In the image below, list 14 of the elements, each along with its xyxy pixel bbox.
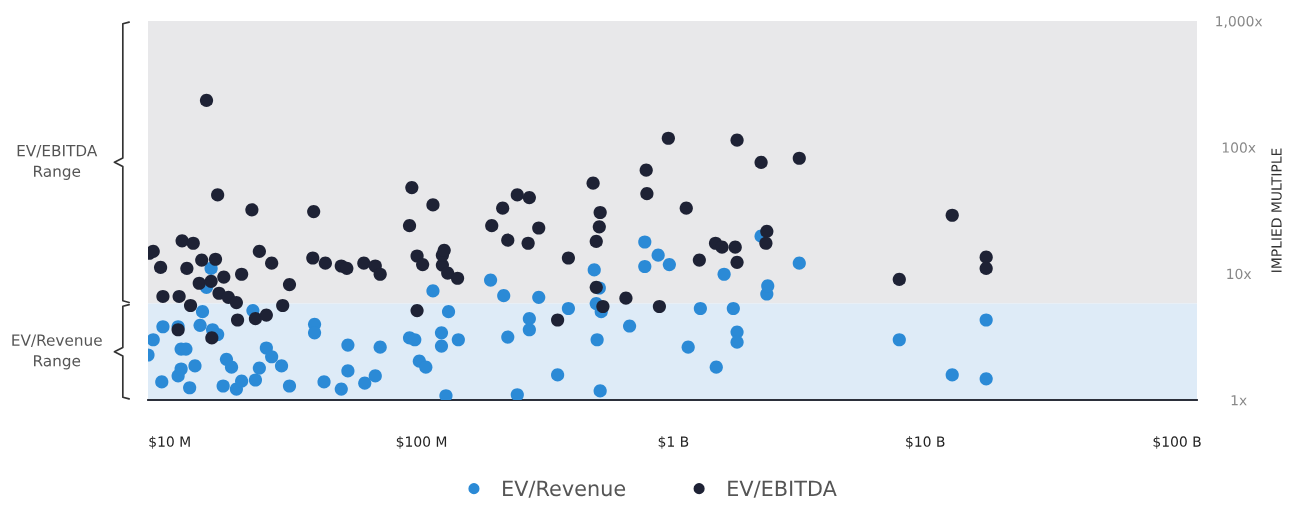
legend-label: EV/Revenue bbox=[503, 480, 626, 498]
y-tick-label: 10x bbox=[1227, 268, 1252, 280]
x-tick-label: $100 B bbox=[1153, 436, 1201, 449]
x-tick-label: $10 M bbox=[149, 436, 190, 449]
text: EV/EBITDA Range bbox=[17, 145, 98, 180]
legend-label: EV/EBITDA bbox=[728, 480, 837, 498]
x-tick-label: $1 B bbox=[658, 436, 689, 449]
y-tick-label: 100x bbox=[1222, 142, 1256, 153]
y-tick-label: 1,000x bbox=[1216, 15, 1263, 28]
text: EV/Revenue Range bbox=[12, 334, 102, 370]
y-axis-title: IMPLIED MULTIPLE bbox=[1271, 148, 1282, 272]
y-tick-label: 1x bbox=[1231, 395, 1247, 406]
x-tick-label: $10 B bbox=[906, 436, 945, 449]
x-tick-label: $100 M bbox=[396, 436, 447, 449]
